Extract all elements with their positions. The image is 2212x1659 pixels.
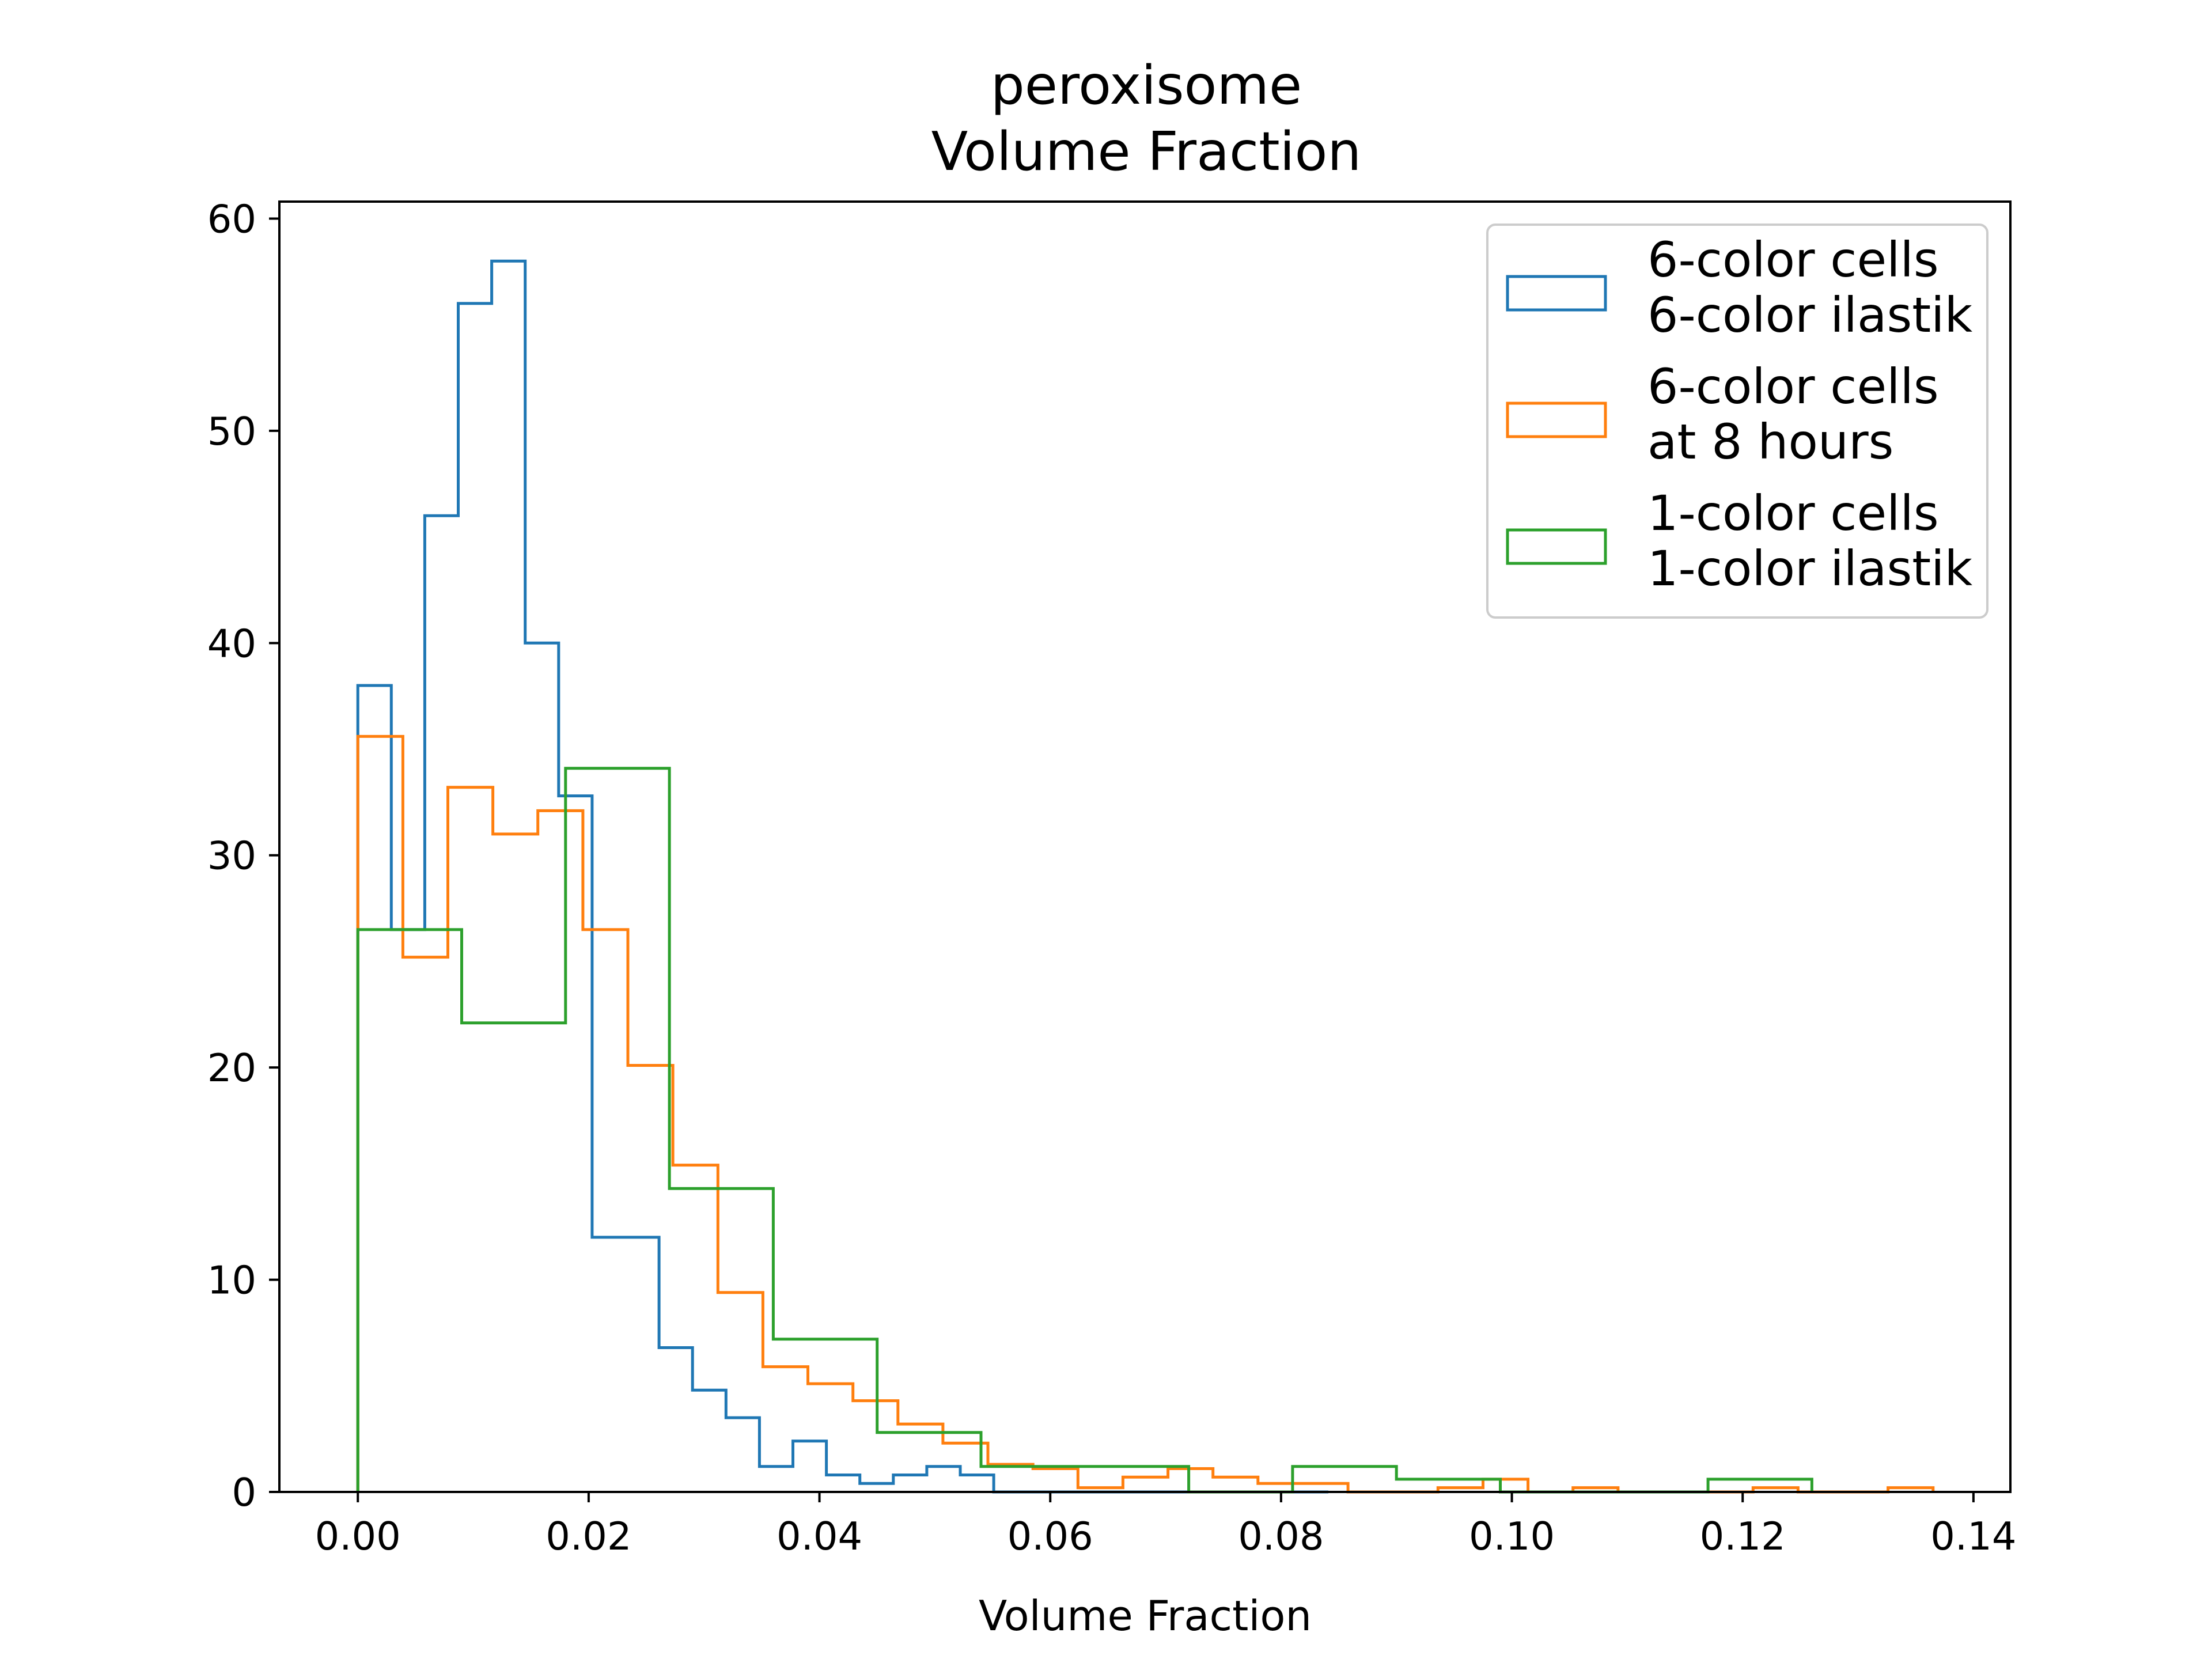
chart-title-line-2: Volume Fraction xyxy=(931,120,1362,183)
legend-swatch-1 xyxy=(1506,275,1607,312)
y-tick-label: 10 xyxy=(207,1258,256,1303)
x-tick-label: 0.04 xyxy=(777,1514,862,1559)
plot-frame xyxy=(278,200,2012,1493)
legend-frame xyxy=(1486,224,1988,619)
y-tick-label: 50 xyxy=(207,409,256,454)
x-tick-label: 0.08 xyxy=(1238,1514,1324,1559)
chart-title-line-1: peroxisome xyxy=(991,54,1302,116)
legend-swatch-2 xyxy=(1506,402,1607,438)
histogram-series-1 xyxy=(356,259,1328,1494)
legend-label-2: at 8 hours xyxy=(1647,414,1893,470)
x-tick-label: 0.10 xyxy=(1469,1514,1555,1559)
legend-label-3: 1-color cells xyxy=(1647,485,1939,541)
y-axis: 0 10 20 30 40 50 60 xyxy=(207,196,279,1515)
histogram-series-3 xyxy=(356,767,1813,1494)
legend-label-2: 6-color cells xyxy=(1647,358,1939,415)
y-tick-label: 0 xyxy=(232,1470,256,1515)
legend-label-1: 6-color cells xyxy=(1647,232,1939,288)
x-axis-label: Volume Fraction xyxy=(979,1592,1312,1640)
histogram-series-2 xyxy=(356,734,1935,1494)
y-tick-label: 20 xyxy=(207,1046,256,1090)
y-tick-label: 30 xyxy=(207,834,256,878)
legend-label-3: 1-color ilastik xyxy=(1647,540,1972,597)
y-tick-label: 60 xyxy=(207,196,256,241)
x-tick-label: 0.14 xyxy=(1930,1514,2016,1559)
x-tick-label: 0.12 xyxy=(1700,1514,1786,1559)
legend-swatch-3 xyxy=(1506,528,1607,565)
x-axis: 0.00 0.02 0.04 0.06 0.08 0.10 0.12 0.14 xyxy=(315,1492,2016,1559)
x-tick-label: 0.02 xyxy=(546,1514,631,1559)
x-tick-label: 0.00 xyxy=(315,1514,401,1559)
legend-label-1: 6-color ilastik xyxy=(1647,287,1972,343)
x-tick-label: 0.06 xyxy=(1007,1514,1093,1559)
y-tick-label: 40 xyxy=(207,621,256,666)
chart-title: peroxisome Volume Fraction xyxy=(931,54,1362,183)
